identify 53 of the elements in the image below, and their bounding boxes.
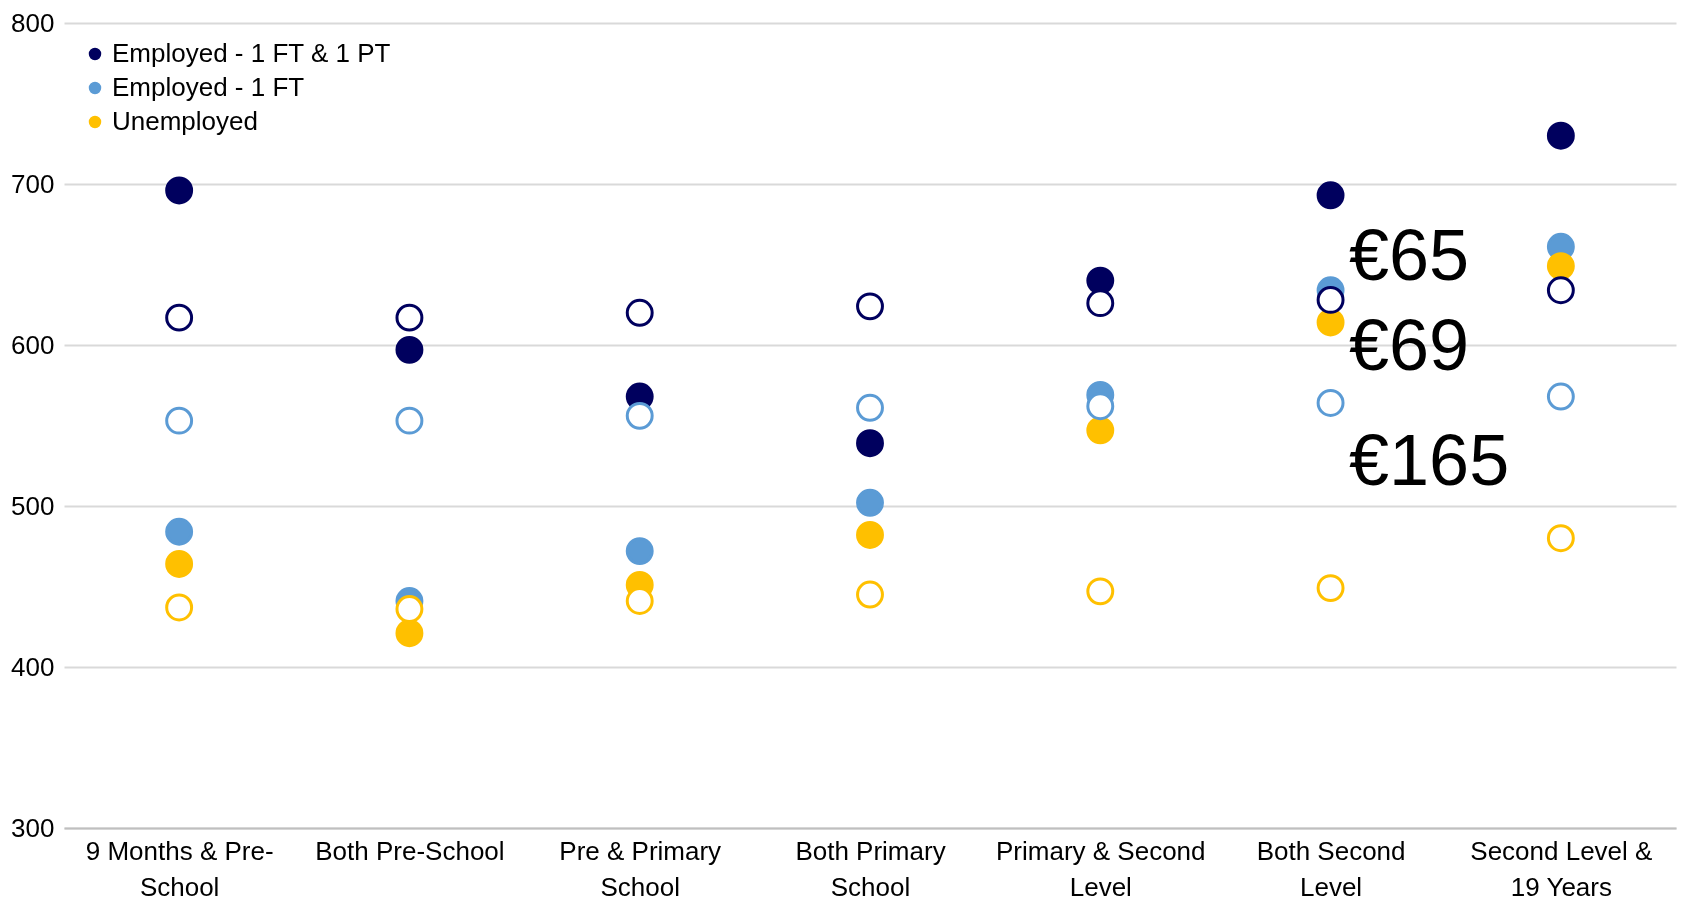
annotation: €69 xyxy=(1349,305,1470,385)
point xyxy=(1546,252,1575,281)
annotation: €165 xyxy=(1349,420,1510,500)
legend-label: Employed - 1 FT & 1 PT xyxy=(112,38,391,68)
point xyxy=(1316,389,1345,417)
point xyxy=(856,488,884,517)
point xyxy=(856,521,884,549)
point xyxy=(1546,382,1575,411)
legend-label: Employed - 1 FT xyxy=(112,72,305,102)
point xyxy=(625,587,654,615)
point xyxy=(1086,416,1115,445)
point xyxy=(1086,577,1115,606)
point xyxy=(165,303,194,332)
legend-label: Unemployed xyxy=(112,106,258,136)
point xyxy=(395,406,424,435)
y-tick-label: 700 xyxy=(11,168,55,199)
point xyxy=(856,429,884,458)
y-tick-label: 300 xyxy=(11,812,55,843)
point xyxy=(165,406,194,435)
point xyxy=(165,517,194,546)
point xyxy=(395,619,424,648)
point xyxy=(1316,308,1345,337)
point xyxy=(625,537,654,566)
x-tick-label: 9 Months & Pre-School xyxy=(85,835,274,902)
point xyxy=(165,550,194,578)
x-tick-label: Primary & Second Level xyxy=(996,835,1206,902)
point xyxy=(1546,121,1575,150)
x-tick-label: Pre & Primary School xyxy=(559,835,722,902)
point xyxy=(1316,574,1345,603)
y-tick-label: 500 xyxy=(11,490,55,521)
x-tick-label: Both Pre-School xyxy=(315,835,505,866)
point xyxy=(1546,524,1575,553)
x-tick-label: Both Second Level xyxy=(1256,835,1406,902)
point xyxy=(395,335,424,364)
point xyxy=(856,393,884,422)
y-tick-label: 600 xyxy=(11,329,55,360)
point xyxy=(1086,392,1115,421)
point xyxy=(165,593,194,622)
point xyxy=(1316,285,1345,314)
point xyxy=(395,303,424,332)
point xyxy=(625,298,654,327)
x-tick-label: Both Primary School xyxy=(795,835,946,902)
x-tick-label: Second Level & 19 Years xyxy=(1470,835,1653,902)
y-tick-label: 800 xyxy=(11,7,55,38)
annotation: €65 xyxy=(1349,215,1470,295)
point xyxy=(1086,266,1115,295)
point xyxy=(625,401,654,430)
point xyxy=(395,595,424,623)
point xyxy=(1316,181,1345,210)
y-tick-label: 400 xyxy=(11,651,55,682)
point xyxy=(856,292,884,321)
point xyxy=(856,580,884,609)
point xyxy=(165,176,194,205)
